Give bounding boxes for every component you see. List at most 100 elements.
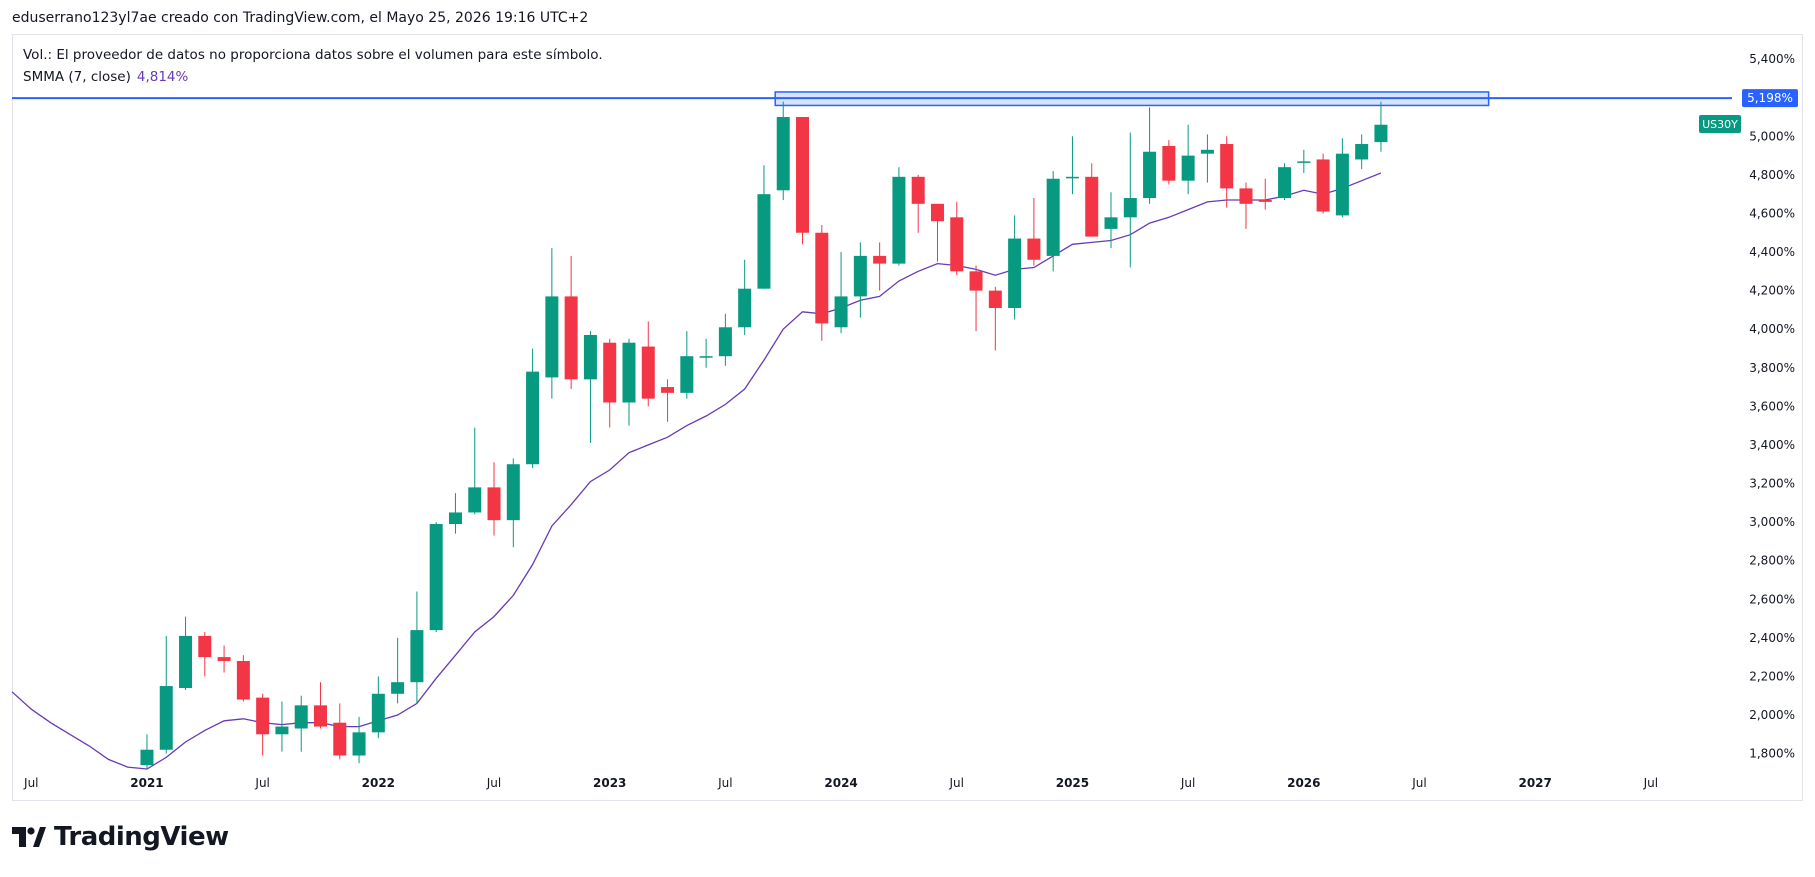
candle-body [275, 726, 289, 735]
candle-2022-10[interactable] [545, 248, 559, 399]
candle-body [391, 682, 405, 694]
candle-2025-06[interactable] [1162, 140, 1176, 185]
candle-body [179, 635, 193, 688]
candle-2023-09[interactable] [757, 165, 771, 289]
candle-2023-07[interactable] [718, 313, 732, 366]
candle-2024-11[interactable] [1027, 198, 1041, 266]
candle-2024-10[interactable] [1008, 215, 1022, 320]
candle-2021-10[interactable] [313, 682, 327, 729]
candle-2024-02[interactable] [853, 242, 867, 318]
candle-2025-02[interactable] [1085, 163, 1099, 237]
candle-2022-03[interactable] [410, 591, 424, 704]
candle-2023-04[interactable] [661, 379, 675, 422]
candle-2026-03[interactable] [1335, 138, 1349, 218]
candle-body [371, 693, 385, 733]
candle-2021-03[interactable] [179, 616, 193, 690]
candle-2023-12[interactable] [815, 225, 829, 341]
candle-body [661, 387, 675, 393]
candle-body [1258, 199, 1272, 202]
candle-body [1200, 149, 1214, 154]
candle-body [352, 732, 366, 756]
candle-2023-08[interactable] [738, 259, 752, 335]
candle-body [757, 194, 771, 289]
candle-2023-02[interactable] [622, 338, 636, 426]
candle-2025-12[interactable] [1278, 163, 1292, 200]
candle-2022-04[interactable] [429, 522, 443, 633]
candle-2023-03[interactable] [641, 321, 655, 407]
candle-2021-04[interactable] [198, 632, 212, 677]
candle-2021-09[interactable] [294, 695, 308, 752]
candle-2024-01[interactable] [834, 252, 848, 334]
candle-2022-01[interactable] [371, 676, 385, 739]
candle-2024-04[interactable] [892, 167, 906, 266]
x-tick-label: Jul [949, 776, 964, 790]
x-tick-label: 2026 [1287, 776, 1320, 790]
y-tick-label: 2,600% [1749, 592, 1795, 606]
candle-2024-05[interactable] [911, 174, 925, 233]
candle-2021-07[interactable] [256, 693, 270, 756]
candle-2024-06[interactable] [930, 203, 944, 262]
candle-2023-11[interactable] [796, 117, 810, 245]
candle-body [198, 635, 212, 658]
candle-2025-04[interactable] [1123, 132, 1137, 268]
candle-2022-11[interactable] [564, 255, 578, 389]
candle-body [1123, 198, 1137, 218]
x-tick-label: 2021 [130, 776, 163, 790]
y-tick-label: 5,000% [1749, 129, 1795, 143]
smma-legend-row[interactable]: SMMA (7, close) 4,814% [23, 66, 603, 88]
candle-2025-10[interactable] [1239, 182, 1253, 229]
tradingview-logo[interactable]: TradingView [12, 822, 229, 852]
candle-2022-12[interactable] [583, 331, 597, 444]
x-tick-label: 2024 [824, 776, 857, 790]
candle-2022-08[interactable] [506, 458, 520, 548]
candle-2024-09[interactable] [988, 286, 1002, 351]
x-tick-label: Jul [23, 776, 38, 790]
candle-2025-11[interactable] [1258, 178, 1272, 210]
candle-2025-08[interactable] [1200, 134, 1214, 183]
candle-body [1046, 178, 1060, 256]
candle-2024-03[interactable] [873, 242, 887, 291]
candle-2021-05[interactable] [217, 645, 231, 673]
candle-2023-10[interactable] [776, 101, 790, 200]
candle-2025-01[interactable] [1065, 136, 1079, 195]
candle-2024-08[interactable] [969, 265, 983, 332]
candle-2021-02[interactable] [159, 635, 173, 754]
candle-2025-05[interactable] [1143, 107, 1157, 204]
candle-2021-01[interactable] [140, 734, 154, 769]
candle-2022-09[interactable] [526, 348, 540, 469]
candle-2021-08[interactable] [275, 701, 289, 752]
candle-2025-09[interactable] [1220, 136, 1234, 208]
candle-body [892, 176, 906, 264]
candle-2024-12[interactable] [1046, 171, 1060, 272]
smma-line[interactable] [11, 172, 1382, 770]
candle-2024-07[interactable] [950, 201, 964, 276]
candle-body [622, 342, 636, 403]
candle-2026-01[interactable] [1297, 149, 1311, 173]
tradingview-brand-text: TradingView [54, 822, 229, 852]
candle-2026-02[interactable] [1316, 153, 1330, 214]
candle-2023-06[interactable] [699, 338, 713, 368]
candle-2025-03[interactable] [1104, 192, 1118, 249]
candle-2026-04[interactable] [1355, 134, 1369, 170]
volume-note: Vol.: El proveedor de datos no proporcio… [23, 47, 603, 63]
candle-2025-07[interactable] [1181, 124, 1195, 195]
candle-body [256, 697, 270, 735]
candle-2023-05[interactable] [680, 331, 694, 399]
y-tick-label: 2,400% [1749, 631, 1795, 645]
tradingview-logo-icon [12, 827, 46, 847]
candle-body [448, 512, 462, 525]
candle-2023-01[interactable] [603, 338, 617, 428]
candle-2022-07[interactable] [487, 462, 501, 536]
candle-2021-11[interactable] [333, 703, 347, 760]
candle-2021-12[interactable] [352, 716, 366, 764]
candle-2022-05[interactable] [448, 493, 462, 534]
candle-2022-06[interactable] [468, 427, 482, 515]
y-tick-label: 3,000% [1749, 515, 1795, 529]
candle-2022-02[interactable] [391, 637, 405, 704]
candle-2021-06[interactable] [236, 655, 250, 702]
x-tick-label: 2025 [1056, 776, 1089, 790]
candle-body [1374, 124, 1388, 143]
level-price-badge-bg [1742, 89, 1798, 108]
candle-2026-05[interactable] [1374, 101, 1388, 152]
